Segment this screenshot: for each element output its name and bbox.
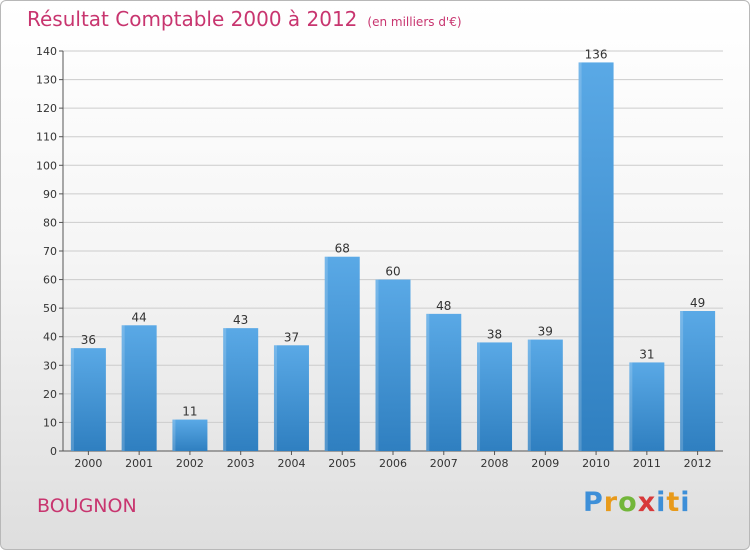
x-tick-label: 2002 bbox=[176, 457, 204, 470]
bar-2011 bbox=[629, 362, 665, 451]
bar-highlight bbox=[324, 256, 328, 451]
y-tick-label: 60 bbox=[43, 274, 57, 287]
y-tick-label: 120 bbox=[36, 102, 57, 115]
x-tick-label: 2005 bbox=[328, 457, 356, 470]
bar-value-label: 38 bbox=[487, 327, 502, 341]
bar-2001 bbox=[121, 325, 157, 451]
chart-unit: (en milliers d'€) bbox=[367, 15, 462, 29]
y-tick-label: 110 bbox=[36, 131, 57, 144]
y-tick-label: 20 bbox=[43, 388, 57, 401]
bar-value-label: 11 bbox=[182, 405, 197, 419]
bars bbox=[70, 62, 716, 452]
bar-value-label: 48 bbox=[436, 299, 451, 313]
bar-2004 bbox=[273, 345, 309, 451]
y-tick-label: 40 bbox=[43, 331, 57, 344]
x-tick-label: 2001 bbox=[125, 457, 153, 470]
bar-2006 bbox=[375, 279, 411, 451]
x-tick-label: 2010 bbox=[582, 457, 610, 470]
x-tick-label: 2007 bbox=[430, 457, 458, 470]
bar-value-label: 60 bbox=[385, 265, 400, 279]
bar-value-label: 44 bbox=[132, 310, 147, 324]
bar-value-label: 37 bbox=[284, 330, 299, 344]
x-tick-label: 2004 bbox=[277, 457, 305, 470]
x-tick-label: 2012 bbox=[684, 457, 712, 470]
bar-2003 bbox=[223, 328, 259, 451]
bar-value-label: 68 bbox=[335, 242, 350, 256]
y-tick-label: 50 bbox=[43, 302, 57, 315]
x-tick-label: 2008 bbox=[481, 457, 509, 470]
bar-2012 bbox=[680, 311, 716, 451]
bar-value-label: 39 bbox=[538, 325, 553, 339]
bar-highlight bbox=[121, 325, 125, 451]
x-tick-label: 2011 bbox=[633, 457, 661, 470]
bar-value-label: 43 bbox=[233, 313, 248, 327]
bar-2010 bbox=[578, 62, 614, 452]
x-tick-label: 2009 bbox=[531, 457, 559, 470]
bar-value-label: 31 bbox=[639, 347, 654, 361]
bar-value-label: 49 bbox=[690, 296, 705, 310]
y-tick-label: 90 bbox=[43, 188, 57, 201]
bar-highlight bbox=[426, 313, 430, 451]
bar-highlight bbox=[527, 339, 531, 451]
bar-2009 bbox=[527, 339, 563, 451]
bar-highlight bbox=[477, 342, 481, 451]
bar-highlight bbox=[172, 419, 176, 451]
bar-2000 bbox=[70, 348, 106, 451]
x-tick-label: 2003 bbox=[227, 457, 255, 470]
bar-highlight bbox=[70, 348, 74, 451]
town-name: BOUGNON bbox=[37, 495, 137, 517]
proxiti-logo: Proxiti bbox=[583, 487, 691, 518]
bar-2008 bbox=[477, 342, 513, 451]
y-tick-label: 0 bbox=[50, 445, 57, 458]
bar-highlight bbox=[375, 279, 379, 451]
bar-2002 bbox=[172, 419, 208, 451]
bar-highlight bbox=[273, 345, 277, 451]
bar-highlight bbox=[629, 362, 633, 451]
y-tick-label: 70 bbox=[43, 245, 57, 258]
bar-highlight bbox=[680, 311, 684, 451]
bar-labels: 36 44 11 43 37 68 60 48 38 39 136 31 49 bbox=[81, 47, 706, 418]
bar-value-label: 36 bbox=[81, 333, 96, 347]
y-tick-label: 80 bbox=[43, 216, 57, 229]
y-tick-label: 140 bbox=[36, 45, 57, 58]
y-tick-label: 10 bbox=[43, 416, 57, 429]
x-tick-label: 2000 bbox=[74, 457, 102, 470]
bar-value-label: 136 bbox=[585, 47, 608, 61]
chart-title: Résultat Comptable 2000 à 2012 (en millie… bbox=[27, 7, 462, 31]
y-tick-label: 100 bbox=[36, 159, 57, 172]
y-tick-label: 30 bbox=[43, 359, 57, 372]
chart-title-text: Résultat Comptable 2000 à 2012 bbox=[27, 7, 358, 31]
bar-highlight bbox=[578, 62, 582, 452]
bar-highlight bbox=[223, 328, 227, 451]
x-tick-label: 2006 bbox=[379, 457, 407, 470]
y-tick-label: 130 bbox=[36, 74, 57, 87]
bar-2007 bbox=[426, 313, 462, 451]
bar-2005 bbox=[324, 256, 360, 451]
